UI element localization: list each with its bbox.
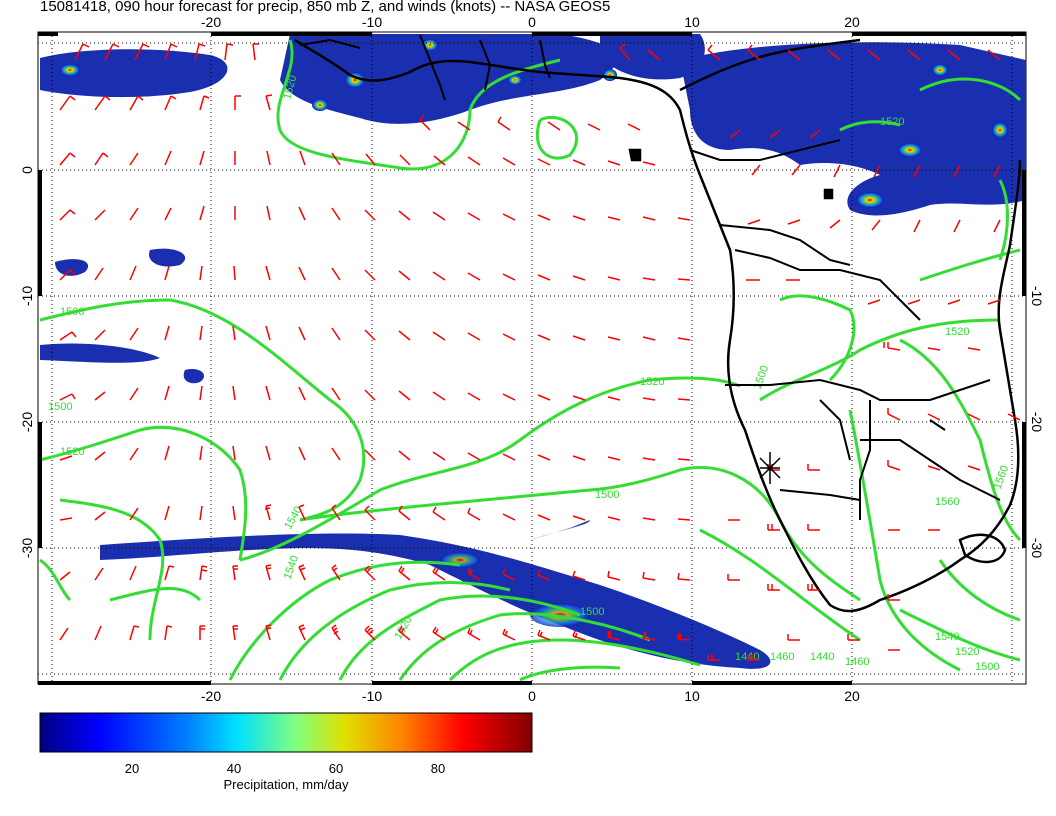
star-marker (759, 452, 781, 484)
contour-label: 1440 (735, 651, 759, 663)
contour-label: 1520 (945, 326, 969, 338)
lat-ticks-left: 0 -10 -20 -30 (19, 166, 35, 558)
contour-label: 1520 (880, 116, 904, 128)
colorbar-gradient (39, 712, 533, 753)
contour-label: 1500 (48, 401, 72, 413)
lat-tick-label: -30 (19, 538, 35, 558)
coastlines (294, 38, 1022, 613)
colorbar-tick: 80 (431, 761, 445, 776)
map-title: 15081418, 090 hour forecast for precip, … (40, 0, 611, 15)
contour-label: 1520 (955, 646, 979, 658)
contour-label: 1520 (640, 376, 664, 388)
contour-label: 1500 (975, 661, 999, 673)
colorbar-tick: 40 (227, 761, 241, 776)
contour-label: 1460 (770, 651, 794, 663)
lon-tick-label: -10 (362, 688, 382, 704)
contour-label: 1500 (595, 489, 619, 501)
contour-label: 1440 (810, 651, 834, 663)
lat-tick-label: -10 (1029, 286, 1045, 306)
contour-label: 1500 (580, 606, 604, 618)
lon-tick-label: -20 (201, 14, 221, 30)
contour-label: 1540 (935, 631, 959, 643)
lat-ticks-right: -10 -20 -30 (1029, 286, 1045, 558)
lon-tick-label: 0 (528, 14, 536, 30)
lat-tick-label: 0 (19, 166, 35, 174)
lon-tick-label: 20 (844, 14, 860, 30)
colorbar-title: Precipitation, mm/day (224, 777, 349, 792)
lat-tick-label: -30 (1029, 538, 1045, 558)
lon-tick-label: 0 (528, 688, 536, 704)
lat-tick-label: -10 (19, 286, 35, 306)
colorbar-tick: 60 (329, 761, 343, 776)
colorbar: 20 40 60 80 Precipitation, mm/day (39, 712, 533, 792)
contour-label: 1560 (935, 496, 959, 508)
contour-label: 1460 (845, 656, 869, 668)
lon-ticks-bottom: -20 -10 0 10 20 (201, 688, 860, 704)
lon-tick-label: 10 (684, 14, 700, 30)
graticule (38, 32, 1026, 684)
lat-tick-label: -20 (1029, 412, 1045, 432)
lon-tick-label: -20 (201, 688, 221, 704)
map-border-bars (38, 32, 1026, 685)
lon-tick-label: 10 (684, 688, 700, 704)
colorbar-tick: 20 (125, 761, 139, 776)
lon-ticks-top: -20 -10 0 10 20 (201, 14, 860, 30)
contour-label: 1500 (60, 306, 84, 318)
borders (299, 34, 1001, 520)
lon-tick-label: 20 (844, 688, 860, 704)
contour-label: 1520 (60, 446, 84, 458)
map-content: 1520 1520 1500 1500 1520 1500 1540 1560 … (38, 32, 1026, 684)
height-contours (39, 39, 1022, 682)
lon-tick-label: -10 (362, 14, 382, 30)
wind-barbs (59, 43, 1021, 661)
lat-tick-label: -20 (19, 412, 35, 432)
